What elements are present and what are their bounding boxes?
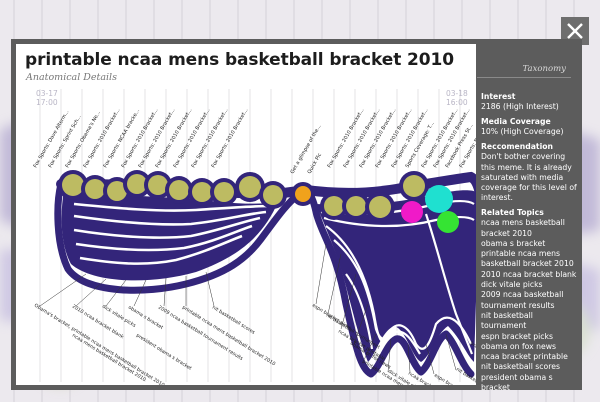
- label-connector: [327, 253, 342, 315]
- related-topic-line[interactable]: obama s bracket: [481, 238, 546, 248]
- topic-node: [369, 196, 391, 218]
- related-topic-line[interactable]: president obama s: [481, 372, 553, 382]
- related-topic-line[interactable]: bracket 2010: [481, 228, 532, 238]
- topic-node-magenta: [401, 201, 423, 223]
- label-connector: [39, 273, 87, 307]
- related-topics-list: ncaa mens basketball bracket 2010 obama s …: [481, 218, 577, 393]
- date-start-day: 03-17: [36, 89, 58, 98]
- topic-node: [148, 175, 168, 195]
- topic-node: [85, 179, 105, 199]
- date-end-time: 16:00: [446, 98, 468, 107]
- stream-body-right: [316, 190, 476, 362]
- close-icon: [567, 23, 583, 39]
- label-connector: [445, 333, 457, 371]
- recommendation-label: Reccomendation: [481, 142, 553, 151]
- stream-flow-line: [325, 225, 472, 350]
- interest-value: 2186 (High Interest): [481, 102, 559, 112]
- page-title: printable ncaa mens basketball bracket 2…: [25, 50, 454, 70]
- post-label-top: Fox Sports: Obama's Ne...: [65, 110, 103, 169]
- related-topic-line[interactable]: 2009 ncaa basketball: [481, 290, 564, 300]
- label-connector: [315, 243, 327, 305]
- related-topic-line[interactable]: nit basketball scores: [481, 362, 560, 372]
- interest-section: Interest 2186 (High Interest): [481, 92, 577, 113]
- page-subtitle: Anatomical Details: [26, 72, 117, 83]
- date-start-time: 17:00: [36, 98, 58, 107]
- topic-node-green: [437, 211, 459, 233]
- topic-node: [214, 182, 234, 202]
- recommendation-section: Reccomendation Don't bother covering thi…: [481, 142, 577, 204]
- date-end-day: 03-18: [446, 89, 468, 98]
- post-label-top: Fox Sports: 2010 Bracket...: [191, 107, 230, 169]
- label-connector: [75, 278, 107, 307]
- related-topic-line[interactable]: printable ncaa mens: [481, 249, 561, 259]
- related-topic-line[interactable]: tournament results: [481, 300, 555, 310]
- detail-modal: 03-17 17:00 03-18 16:00 Fox Sports: Dave Alt…: [11, 39, 582, 393]
- related-topic-line[interactable]: dick vitale picks: [481, 280, 543, 290]
- anatomy-panel: 03-17 17:00 03-18 16:00 Fox Sports: Dave Alt…: [16, 44, 476, 385]
- coverage-value: 10% (High Coverage): [481, 127, 564, 137]
- related-topics-section: Related Topics ncaa mens basketball brack…: [481, 208, 577, 393]
- related-topic-line[interactable]: ncaa mens basketball: [481, 218, 565, 228]
- topic-label-bottom: espn bracket: [433, 373, 463, 385]
- topic-node: [403, 175, 425, 197]
- related-topic-line[interactable]: espn bracket picks: [481, 331, 553, 341]
- post-label-top: Get a glimpse of the...: [290, 123, 323, 175]
- stream-body-left: [61, 190, 278, 281]
- stream-flow-line: [73, 216, 261, 239]
- related-topic-line[interactable]: 2010 ncaa bracket blank: [481, 269, 577, 279]
- taxonomy-title: Taxonomy: [522, 64, 566, 74]
- stream-flow-line: [73, 210, 267, 226]
- topic-label-bottom: president obama s bracket: [135, 333, 193, 372]
- post-label-top: Fox Sports: 2010 Bracket...: [211, 107, 250, 169]
- post-label-top: Fox Sports: 2010 Bracket...: [83, 107, 122, 169]
- topic-node: [346, 196, 366, 216]
- topic-node: [127, 174, 147, 194]
- stream-flow-line: [333, 239, 421, 355]
- related-topic-line[interactable]: ncaa bracket printable: [481, 352, 568, 362]
- stream-outline-lower: [54, 180, 475, 378]
- topic-node: [324, 196, 344, 216]
- label-connector: [205, 271, 215, 307]
- topic-node: [239, 176, 261, 198]
- label-connector: [407, 343, 411, 373]
- related-topic-line[interactable]: nit basketball: [481, 310, 533, 320]
- stream-flow-line: [75, 224, 253, 252]
- label-connector: [387, 338, 392, 373]
- label-connector: [425, 343, 435, 375]
- related-topic-line[interactable]: obama on fox news: [481, 341, 557, 351]
- stream-flow-line: [79, 234, 243, 265]
- topic-node-highlight: [295, 186, 311, 202]
- related-topic-line[interactable]: tournament: [481, 321, 527, 331]
- label-connector: [363, 333, 377, 361]
- stream-flow-line: [323, 215, 475, 227]
- label-connector: [133, 279, 147, 307]
- stream-flow-line: [73, 202, 272, 212]
- label-connector: [163, 277, 167, 307]
- topic-node: [62, 174, 84, 196]
- post-label-top: Quick Pic: [307, 152, 324, 175]
- topic-node: [169, 180, 189, 200]
- label-connector: [105, 279, 127, 307]
- related-topic-line[interactable]: basketball bracket 2010: [481, 259, 574, 269]
- related-topic-line[interactable]: bracket: [481, 383, 510, 393]
- related-topics-label: Related Topics: [481, 208, 544, 217]
- taxonomy-divider: [477, 77, 571, 78]
- label-connector: [340, 273, 357, 330]
- stream-flow-line: [424, 213, 474, 355]
- recommendation-text: Don't bother covering this meme. It is a…: [481, 152, 577, 203]
- coverage-label: Media Coverage: [481, 117, 551, 126]
- stream-flow-line: [345, 273, 374, 350]
- topic-node: [192, 182, 212, 202]
- topic-node: [263, 185, 283, 205]
- label-connector: [353, 303, 369, 345]
- topic-node-cyan: [425, 185, 453, 213]
- coverage-section: Media Coverage 10% (High Coverage): [481, 117, 577, 138]
- topic-node: [107, 181, 127, 201]
- interest-label: Interest: [481, 92, 516, 101]
